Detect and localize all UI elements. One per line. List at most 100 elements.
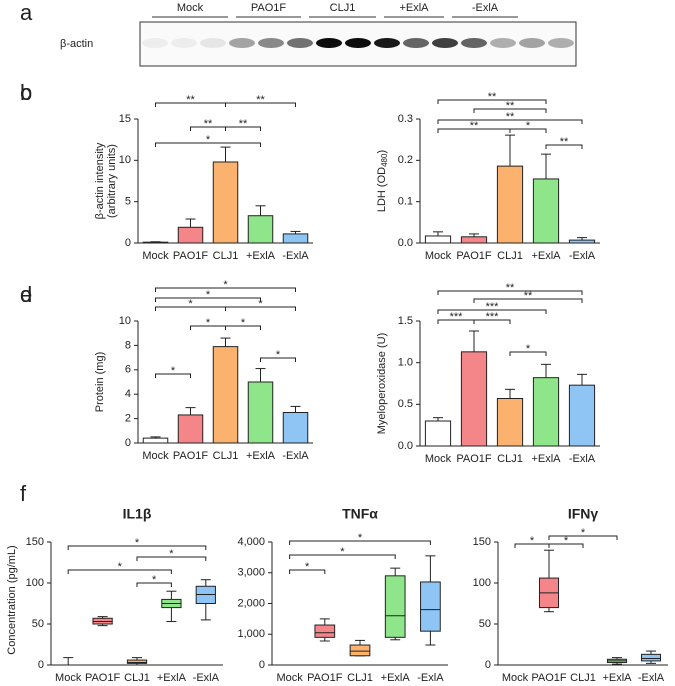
significance-bracket bbox=[437, 290, 583, 295]
significance-label: * bbox=[564, 535, 569, 547]
significance-label: * bbox=[241, 317, 246, 329]
panel-label: b bbox=[20, 80, 32, 105]
y-tick-label: 5 bbox=[125, 196, 131, 208]
significance-bracket bbox=[289, 540, 431, 545]
x-tick-label: Mock bbox=[425, 453, 452, 465]
blot-band bbox=[142, 38, 168, 48]
x-tick-label: -ExlA bbox=[638, 672, 665, 684]
significance-bracket bbox=[289, 554, 396, 559]
significance-label: * bbox=[530, 535, 535, 547]
y-tick-label: 10 bbox=[119, 315, 131, 327]
y-tick-label: 4,000 bbox=[237, 536, 265, 548]
bar bbox=[532, 377, 560, 447]
blot-band bbox=[490, 38, 516, 48]
group-label: CLJ1 bbox=[330, 2, 356, 14]
significance-label: ** bbox=[506, 282, 515, 294]
bar bbox=[568, 239, 596, 244]
significance-bracket bbox=[225, 325, 261, 330]
significance-label: ** bbox=[470, 120, 479, 132]
x-tick-label: PAO1F bbox=[456, 250, 492, 262]
significance-bracket bbox=[136, 556, 207, 561]
y-axis-label: β-actin intensity bbox=[94, 142, 106, 219]
blot-band bbox=[519, 38, 545, 48]
panel-label: a bbox=[20, 0, 33, 25]
bar bbox=[247, 215, 274, 244]
x-tick-label: +ExlA bbox=[157, 672, 187, 684]
significance-bracket bbox=[509, 128, 547, 133]
y-tick-label: 1.5 bbox=[398, 315, 413, 327]
bar bbox=[142, 241, 169, 244]
x-tick-label: -ExlA bbox=[282, 450, 309, 462]
y-tick-label: 50 bbox=[479, 618, 491, 630]
bar bbox=[282, 233, 309, 244]
x-tick-label: CLJ1 bbox=[347, 672, 373, 684]
y-label-text: Myeloperoxidase (U) bbox=[376, 333, 388, 434]
x-tick-label: +ExlA bbox=[531, 453, 561, 465]
y-tick-label: 2,000 bbox=[237, 597, 265, 609]
bar bbox=[568, 384, 596, 447]
box bbox=[420, 581, 441, 632]
bar bbox=[424, 420, 452, 447]
significance-bracket bbox=[473, 108, 547, 113]
significance-bracket bbox=[548, 543, 584, 548]
x-tick-label: Mock bbox=[142, 250, 169, 262]
y-tick-label: 100 bbox=[473, 577, 491, 589]
significance-label: * bbox=[152, 574, 157, 586]
y-tick-label: 8 bbox=[125, 339, 131, 351]
blot-band bbox=[229, 38, 255, 48]
panel-label: c bbox=[20, 80, 31, 105]
significance-label: ** bbox=[524, 290, 533, 302]
bar bbox=[282, 412, 309, 444]
box bbox=[349, 644, 371, 657]
bar bbox=[496, 398, 524, 447]
y-axis-note: (arbitrary units) bbox=[106, 144, 118, 218]
y-tick-label: 3,000 bbox=[237, 567, 265, 579]
significance-bracket bbox=[155, 373, 191, 378]
significance-label: * bbox=[358, 532, 363, 544]
bar bbox=[177, 226, 204, 244]
significance-bracket bbox=[437, 99, 547, 104]
y-tick-label: 10 bbox=[119, 154, 131, 166]
significance-label: * bbox=[223, 279, 228, 291]
y-tick-label: 0.1 bbox=[398, 196, 413, 208]
box bbox=[384, 575, 406, 638]
significance-label: * bbox=[135, 537, 140, 549]
y-tick-label: 0 bbox=[485, 659, 491, 671]
box bbox=[640, 653, 662, 662]
significance-bracket bbox=[225, 306, 296, 311]
x-tick-label: -ExlA bbox=[417, 672, 444, 684]
y-axis-label: LDH (OD480) bbox=[376, 150, 389, 212]
significance-bracket bbox=[509, 351, 547, 356]
y-tick-label: 6 bbox=[125, 364, 131, 376]
blot-band bbox=[374, 38, 400, 48]
blot-band bbox=[403, 38, 429, 48]
blot-band bbox=[171, 38, 197, 48]
chart-title: TNFα bbox=[342, 506, 378, 522]
x-tick-label: Mock bbox=[55, 672, 82, 684]
bar bbox=[532, 178, 560, 244]
x-tick-label: +ExlA bbox=[381, 672, 411, 684]
significance-label: ** bbox=[256, 94, 265, 106]
y-label-end: ) bbox=[376, 150, 388, 154]
significance-bracket bbox=[67, 545, 207, 550]
panel-label: d bbox=[20, 282, 32, 307]
x-tick-label: CLJ1 bbox=[497, 250, 523, 262]
significance-label: * bbox=[171, 365, 176, 377]
blot-band bbox=[461, 38, 487, 48]
y-tick-label: 0.3 bbox=[398, 113, 413, 125]
significance-label: * bbox=[206, 317, 211, 329]
significance-label: * bbox=[169, 548, 174, 560]
bar bbox=[460, 351, 488, 447]
significance-bracket bbox=[473, 298, 583, 303]
y-tick-label: 15 bbox=[119, 113, 131, 125]
x-tick-label: +ExlA bbox=[246, 250, 276, 262]
bar bbox=[177, 414, 204, 444]
significance-label: * bbox=[206, 134, 211, 146]
y-tick-label: 4 bbox=[125, 388, 131, 400]
y-tick-label: 150 bbox=[473, 536, 491, 548]
blot-band bbox=[548, 38, 574, 48]
group-label: Mock bbox=[177, 2, 204, 14]
significance-bracket bbox=[155, 287, 296, 292]
bar bbox=[247, 381, 274, 444]
